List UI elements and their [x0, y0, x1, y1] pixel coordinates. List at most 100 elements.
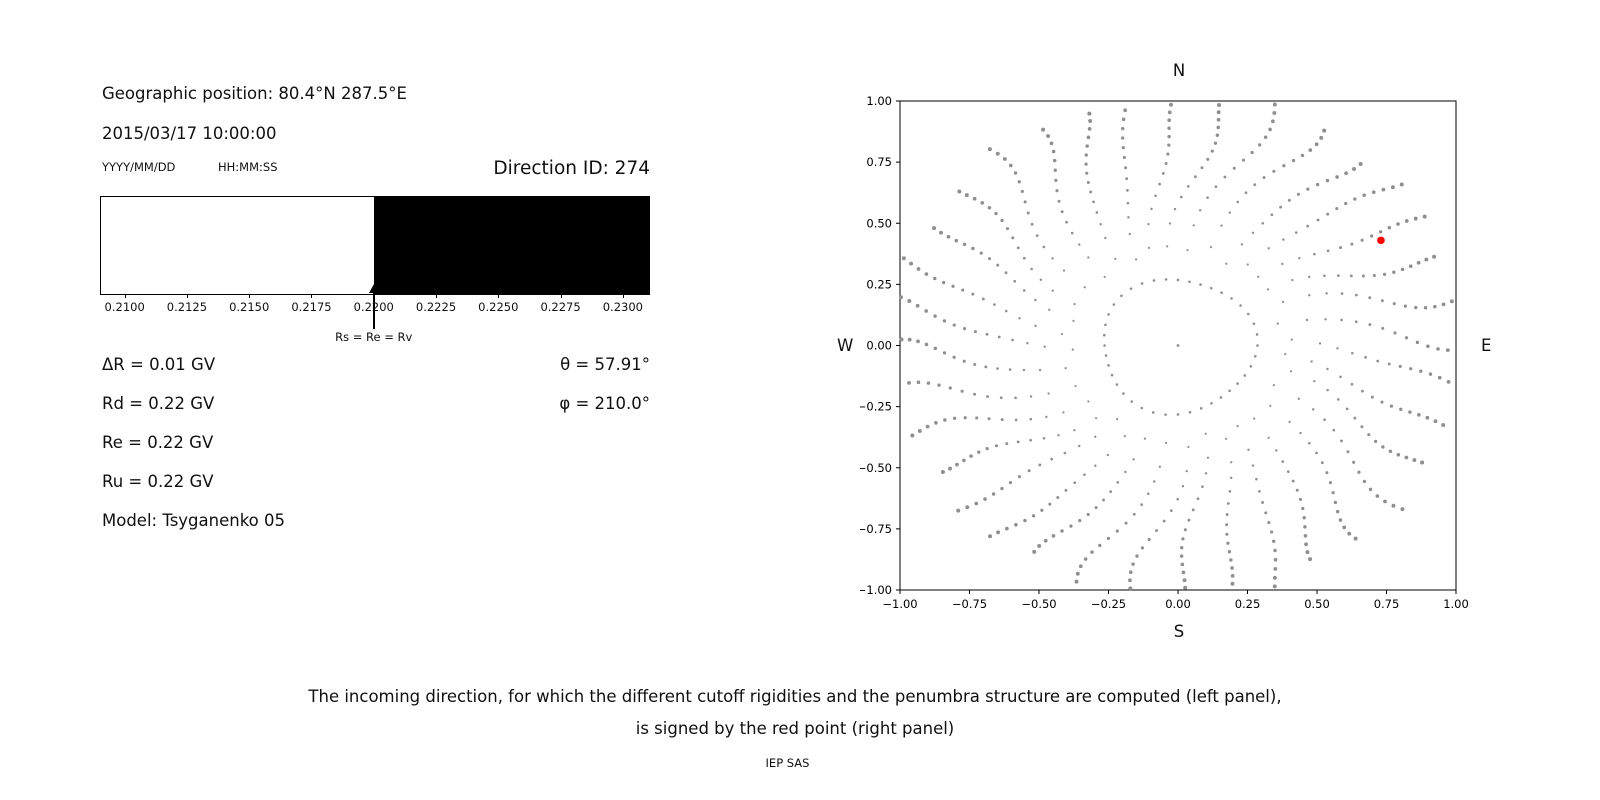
scatter-point: [1389, 404, 1394, 408]
x-tick-label: 1.00: [1443, 597, 1469, 611]
scatter-point: [1196, 497, 1200, 501]
scatter-point: [1441, 422, 1446, 427]
scatter-point: [1272, 111, 1277, 115]
scatter-point: [1419, 369, 1423, 373]
scatter-point: [1326, 367, 1329, 371]
scatter-point: [1038, 463, 1042, 467]
scatter-point: [1043, 345, 1046, 348]
scatter-point: [1251, 231, 1255, 235]
scatter-point: [1416, 260, 1421, 265]
scatter-point: [1094, 435, 1097, 438]
scatter-point: [1027, 469, 1031, 473]
scatter-point: [1303, 533, 1308, 538]
penumbra-x-tick: [186, 294, 188, 298]
scatter-point: [1409, 367, 1413, 371]
scatter-point: [1215, 133, 1220, 137]
y-tick-label: 0.25: [866, 277, 892, 291]
scatter-point: [969, 454, 973, 458]
scatter-point: [1290, 338, 1293, 341]
scatter-point: [1387, 362, 1391, 366]
penumbra-x-tick-label: 0.2100: [104, 300, 145, 314]
scatter-point: [1256, 344, 1259, 347]
scatter-point: [1336, 398, 1340, 401]
scatter-point: [1115, 529, 1119, 533]
scatter-point: [1150, 207, 1153, 211]
scatter-point: [964, 193, 969, 198]
scatter-point: [1134, 258, 1138, 261]
scatter-point: [1060, 210, 1064, 214]
scatter-point: [1296, 192, 1300, 196]
scatter-point: [1304, 542, 1308, 547]
scatter-point: [1098, 543, 1102, 548]
y-tick-label: 0.50: [866, 216, 892, 230]
y-tick-label: 0.00: [866, 339, 892, 353]
param-delta-r: ΔR = 0.01 GV: [102, 355, 216, 374]
scatter-point: [1308, 441, 1311, 445]
scatter-point: [1051, 257, 1054, 260]
scatter-point: [1345, 407, 1349, 411]
scatter-point: [1114, 257, 1117, 260]
scatter-point: [1022, 368, 1026, 372]
scatter-point: [1320, 461, 1324, 465]
scatter-point: [1214, 185, 1218, 189]
scatter-point: [1299, 431, 1302, 435]
scatter-point: [965, 505, 970, 510]
scatter-point: [1106, 453, 1109, 457]
scatter-point: [1176, 278, 1180, 282]
scatter-point: [1258, 489, 1261, 493]
scatter-point: [1120, 136, 1125, 140]
scatter-point: [1199, 283, 1202, 286]
scatter-point: [1308, 557, 1313, 562]
scatter-point: [946, 234, 951, 239]
scatter-point: [907, 299, 912, 303]
scatter-point: [1396, 452, 1401, 457]
scatter-point: [1204, 432, 1207, 435]
scatter-point: [973, 362, 977, 366]
scatter-point: [1264, 511, 1268, 515]
scatter-point: [1357, 470, 1361, 474]
scatter-point: [1272, 539, 1276, 543]
scatter-point: [1353, 536, 1358, 541]
scatter-point: [1220, 224, 1223, 227]
scatter-point: [1263, 135, 1268, 140]
scatter-point: [1300, 153, 1305, 158]
scatter-point: [1281, 262, 1284, 266]
scatter-point: [1322, 128, 1327, 133]
scatter-point: [1305, 550, 1310, 555]
scatter-point: [1223, 175, 1227, 179]
y-tick-label: −0.25: [860, 400, 892, 414]
scatter-point: [1390, 185, 1395, 190]
scatter-point: [1227, 550, 1232, 554]
scatter-point: [1078, 444, 1081, 448]
scatter-point: [1232, 166, 1236, 170]
scatter-point: [1173, 207, 1177, 211]
scatter-point: [1432, 254, 1437, 259]
scatter-point: [1089, 190, 1093, 194]
scatter-point: [933, 314, 937, 318]
penumbra-x-tick: [311, 294, 313, 298]
scatter-point: [1404, 336, 1409, 340]
scatter-point: [1087, 111, 1092, 116]
scatter-point: [1413, 216, 1418, 221]
scatter-point: [1273, 557, 1278, 562]
scatter-point: [909, 261, 913, 266]
scatter-point: [1216, 110, 1221, 115]
scatter-point: [1225, 523, 1229, 527]
scatter-point: [1129, 287, 1133, 290]
scatter-point: [955, 462, 959, 467]
rs-arrow-label: Rs = Re = Rv: [335, 330, 413, 344]
scatter-point: [937, 383, 941, 387]
scatter-point: [1199, 407, 1203, 410]
scatter-point: [1147, 246, 1151, 249]
scatter-point: [996, 530, 1001, 535]
scatter-point: [1000, 418, 1004, 421]
direction-scatter-plot: −1.00 1.00 −0.75 0.75 −0.50 0.50 −0.25 0.25 0.00…: [860, 94, 1469, 611]
scatter-point: [1375, 494, 1380, 498]
scatter-point: [1305, 318, 1309, 322]
y-tick-label: −1.00: [860, 583, 892, 597]
scatter-point: [1219, 396, 1223, 399]
scatter-point: [1446, 379, 1451, 384]
scatter-point: [1060, 332, 1064, 336]
scatter-point: [1132, 458, 1135, 461]
scatter-point: [1069, 524, 1073, 528]
